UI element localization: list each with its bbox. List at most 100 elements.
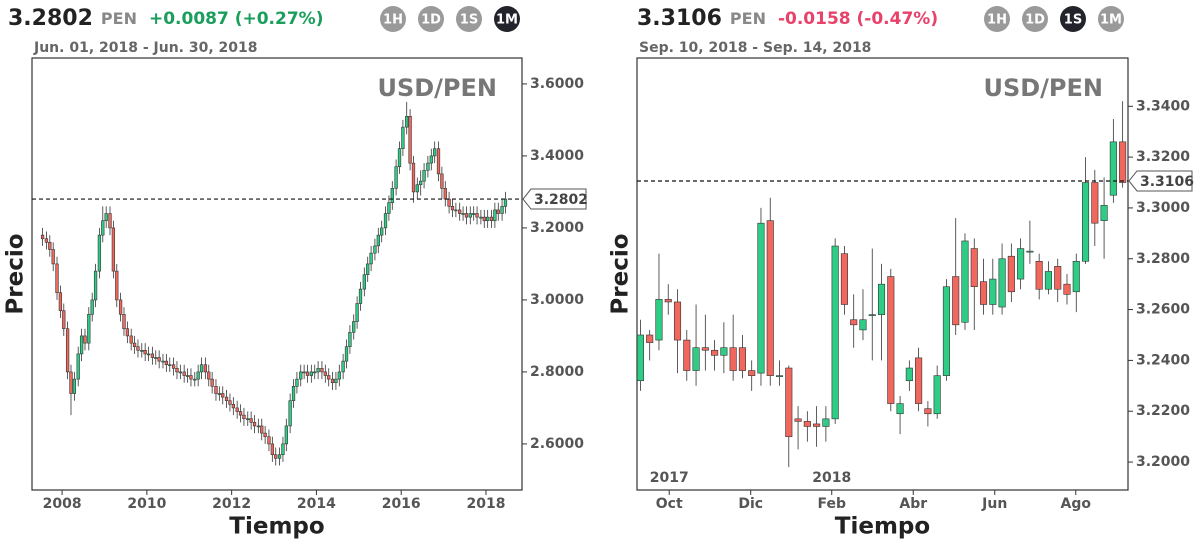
candle-body — [93, 270, 98, 301]
candle-body — [479, 216, 483, 219]
chart-title: USD/PEN — [983, 74, 1103, 102]
candle-body — [429, 155, 433, 164]
candle-body — [390, 188, 394, 204]
candle-body — [267, 436, 271, 445]
candle-body — [362, 274, 366, 290]
candle-body — [464, 213, 469, 218]
range-button[interactable] — [984, 6, 1010, 32]
candle-body — [411, 162, 416, 193]
candle-body — [1054, 266, 1062, 290]
candle-body — [887, 276, 895, 404]
range-button-label[interactable]: 1H — [987, 13, 1007, 28]
candle-body — [40, 234, 45, 240]
candle-body — [196, 371, 200, 380]
candle-body — [415, 184, 419, 193]
candle-body — [263, 432, 267, 438]
candle-body — [433, 148, 437, 157]
y-tick-label: 3.2000 — [1136, 454, 1190, 470]
candle-body — [998, 258, 1006, 308]
candle-body — [493, 209, 497, 222]
candle-body — [260, 425, 264, 434]
candle-body — [859, 319, 867, 331]
candle-body — [51, 249, 55, 265]
range-button[interactable] — [418, 6, 444, 32]
range-button-label[interactable]: 1D — [421, 13, 441, 28]
range-button-label[interactable]: 1D — [1025, 13, 1045, 28]
candle-body — [76, 353, 80, 380]
candle-body — [496, 209, 500, 214]
y-tick-label: 3.0000 — [530, 292, 584, 308]
last-price-label: 3.2802 — [534, 192, 588, 208]
candle-body — [154, 357, 158, 359]
candle-body — [115, 270, 119, 301]
candle-body — [468, 213, 472, 218]
x-tick-label: 2018 — [466, 496, 505, 512]
candle-body — [822, 418, 830, 427]
range-button[interactable] — [494, 6, 520, 32]
candle-body — [373, 245, 377, 254]
candle-body — [942, 286, 950, 376]
candle-body — [48, 242, 52, 250]
candle-body — [140, 350, 144, 352]
range-button-label[interactable]: 1S — [460, 13, 478, 28]
range-button[interactable] — [1060, 6, 1086, 32]
candle-body — [500, 206, 504, 214]
y-tick-label: 2.8000 — [530, 364, 584, 380]
candle-body — [299, 371, 303, 380]
candle-body — [673, 301, 682, 341]
price: 3.3106 — [637, 6, 722, 31]
candle-body — [738, 347, 746, 371]
candle-body — [952, 276, 960, 326]
candle-body — [97, 234, 102, 272]
last-price-tag — [1128, 170, 1193, 192]
candle-body — [256, 425, 260, 428]
candle-body — [150, 353, 155, 358]
candle-body — [482, 216, 486, 222]
price: 3.2802 — [8, 6, 93, 31]
candle-body — [405, 116, 409, 128]
range-button-label[interactable]: 1H — [383, 13, 403, 28]
candle-body — [334, 378, 338, 384]
candle-body — [214, 386, 218, 394]
y-tick-label: 3.2400 — [1136, 352, 1190, 368]
candle-body — [503, 198, 508, 207]
currency: PEN — [101, 9, 137, 28]
candle-body — [122, 314, 126, 330]
candle-body — [720, 347, 728, 356]
candle-body — [766, 220, 774, 376]
y-tick-label: 3.4000 — [530, 148, 584, 164]
candle-body — [489, 216, 494, 222]
range-button[interactable] — [380, 6, 406, 32]
candle-body — [189, 375, 193, 380]
candle-body — [252, 422, 257, 427]
range-button-label[interactable]: 1S — [1064, 13, 1082, 28]
candle-body — [284, 425, 288, 445]
range-button-label[interactable]: 1M — [1100, 13, 1122, 28]
candle-body — [348, 332, 352, 348]
x-axis-label: Tiempo — [229, 514, 324, 540]
x-tick-label: 2016 — [382, 496, 421, 512]
header-quote: 3.2802 PEN +0.0087 (+0.27%) — [8, 6, 323, 31]
candle-body — [235, 407, 239, 412]
candle-body — [69, 371, 73, 394]
candle-body — [327, 375, 331, 380]
candle-body — [217, 393, 221, 395]
change: +0.0087 (+0.27%) — [149, 9, 324, 29]
range-button[interactable] — [1098, 6, 1124, 32]
candle-body — [185, 375, 190, 377]
candle-body — [989, 278, 997, 305]
range-button[interactable] — [456, 6, 482, 32]
plot-frame — [636, 57, 1129, 491]
candle-body — [132, 342, 137, 348]
x-tick-label: Feb — [817, 496, 846, 512]
candle-body — [683, 339, 691, 371]
candle-body — [831, 245, 839, 420]
date-range: Jun. 01, 2018 - Jun. 30, 2018 — [33, 40, 258, 56]
candle-body — [277, 454, 282, 459]
candle-body — [161, 360, 165, 363]
range-button[interactable] — [1022, 6, 1048, 32]
candle-body — [813, 423, 821, 427]
candle-body — [1063, 283, 1071, 295]
candle-body — [210, 378, 214, 387]
range-button-label[interactable]: 1M — [496, 13, 518, 28]
